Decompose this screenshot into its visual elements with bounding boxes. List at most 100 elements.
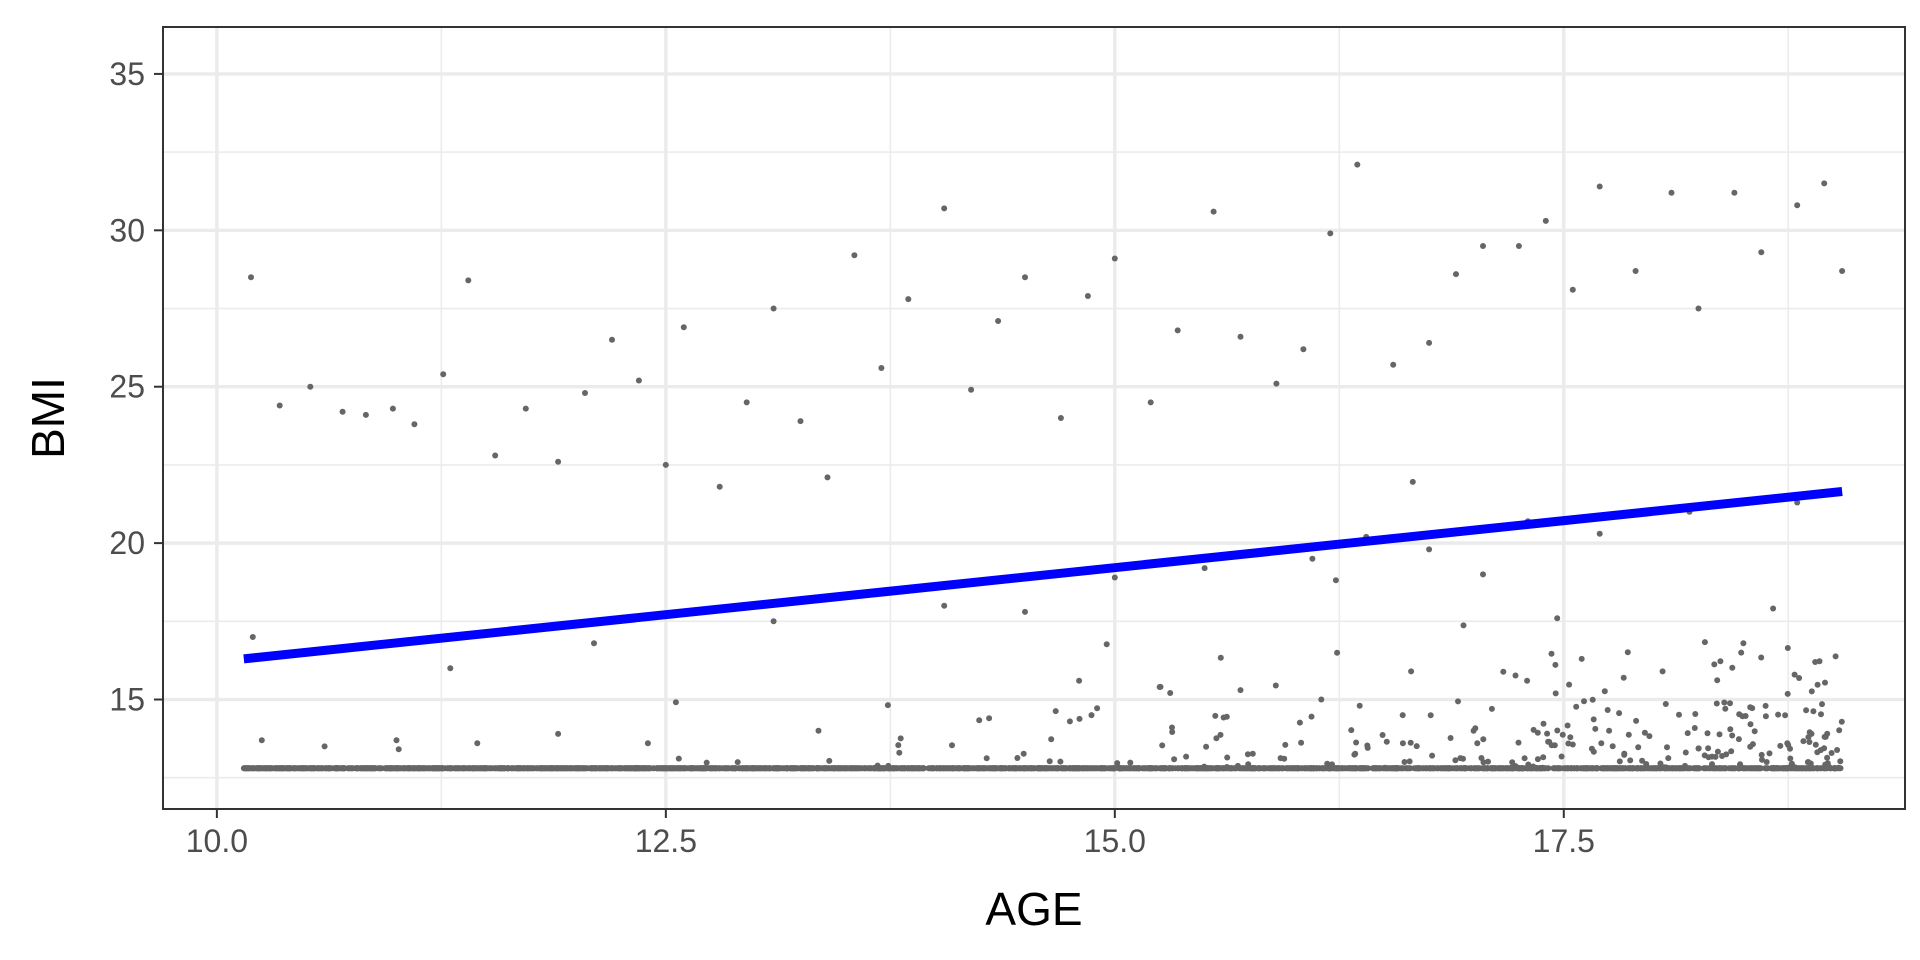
data-point [1157, 765, 1164, 772]
data-point [1124, 765, 1131, 772]
data-point [1762, 713, 1769, 720]
data-point [437, 765, 444, 772]
data-point [1374, 765, 1381, 772]
data-point [779, 765, 786, 772]
data-point [1822, 679, 1828, 686]
data-point [271, 765, 278, 772]
data-point [897, 735, 904, 742]
data-point [1794, 499, 1801, 506]
data-point [1803, 707, 1810, 714]
data-point [1596, 183, 1603, 190]
data-point [367, 765, 374, 772]
data-point [1319, 765, 1326, 772]
data-point [1156, 684, 1163, 690]
data-point [1796, 675, 1803, 681]
data-point [1014, 755, 1021, 761]
data-point [710, 765, 717, 772]
data-point [849, 765, 856, 772]
data-point [826, 757, 833, 764]
data-point [1540, 754, 1547, 761]
data-point [410, 765, 417, 772]
data-point [555, 458, 562, 465]
data-point [1598, 740, 1605, 747]
y-axis-title: BMI [22, 377, 74, 459]
data-point [461, 765, 468, 772]
data-point [1566, 681, 1573, 688]
data-point [1601, 688, 1608, 695]
data-point [1141, 765, 1147, 772]
data-point [547, 765, 554, 772]
data-point [976, 717, 983, 724]
data-point [1356, 765, 1363, 772]
data-point [976, 765, 982, 772]
data-point [567, 765, 574, 772]
y-tick-label: 30 [109, 212, 145, 248]
data-point [675, 755, 682, 762]
data-point [249, 634, 256, 640]
data-point [1616, 710, 1623, 717]
data-point [985, 765, 992, 772]
data-point [680, 324, 687, 331]
data-point [416, 765, 423, 772]
data-point [1099, 765, 1106, 772]
data-point [560, 765, 567, 772]
data-point [1621, 751, 1628, 758]
data-point [1632, 268, 1639, 274]
data-point [1794, 202, 1801, 209]
data-point [1739, 713, 1746, 720]
data-point [608, 765, 615, 772]
data-point [1592, 725, 1599, 732]
data-point [582, 390, 588, 396]
data-point [348, 765, 355, 772]
data-point [1676, 711, 1682, 718]
data-point [1589, 765, 1596, 772]
data-point [986, 715, 993, 722]
data-point [949, 742, 955, 749]
data-point [1581, 698, 1587, 705]
data-point [1831, 765, 1838, 772]
data-point [1454, 765, 1460, 772]
data-point [1203, 743, 1210, 750]
data-point [1747, 721, 1754, 728]
data-point [1806, 765, 1813, 772]
data-point [983, 755, 990, 762]
data-point [1777, 742, 1784, 749]
data-point [1635, 744, 1642, 751]
data-point [1046, 758, 1053, 765]
data-point [1084, 293, 1091, 299]
data-point [640, 765, 646, 772]
data-point [1406, 758, 1413, 765]
data-point [967, 765, 974, 772]
data-point [1153, 765, 1160, 772]
data-point [1035, 765, 1042, 772]
data-point [1234, 762, 1241, 769]
data-point [1537, 765, 1544, 772]
data-point [1348, 727, 1355, 734]
data-point [878, 365, 885, 371]
data-point [773, 765, 780, 772]
x-tick-label: 15.0 [1084, 823, 1146, 859]
data-point [1832, 653, 1839, 660]
data-point [1569, 286, 1576, 293]
data-point [1005, 765, 1012, 772]
data-point [1579, 765, 1586, 772]
data-point [1169, 729, 1176, 735]
data-point [1111, 255, 1118, 262]
data-point [1399, 740, 1406, 747]
data-point [1819, 701, 1825, 708]
data-point [1379, 732, 1386, 738]
data-point [1604, 707, 1611, 713]
data-point [1839, 268, 1846, 274]
data-point [1114, 760, 1121, 767]
data-point [1468, 765, 1474, 772]
data-point [1401, 759, 1408, 765]
data-point [1662, 765, 1669, 772]
data-point [1462, 765, 1469, 772]
grid [163, 27, 1905, 809]
data-point [1540, 720, 1547, 727]
data-point [1256, 765, 1263, 772]
data-point [1057, 415, 1064, 421]
data-point [1224, 754, 1231, 761]
data-point [1308, 713, 1315, 720]
data-point [316, 765, 323, 772]
